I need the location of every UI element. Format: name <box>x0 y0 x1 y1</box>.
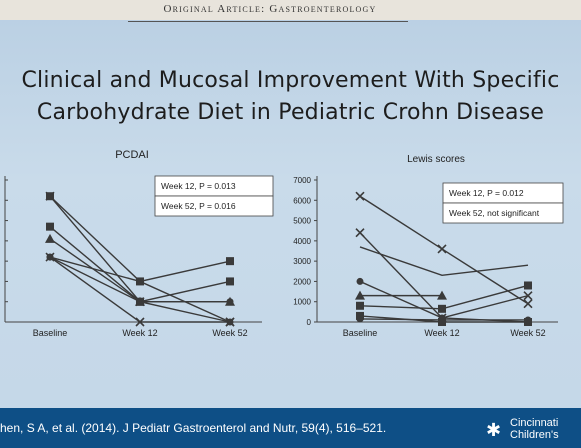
chart-lewis-series-2-point <box>355 228 365 238</box>
chart-lewis-legend-entry: Week 12, P = 0.012 <box>449 188 524 198</box>
chart-lewis-legend-box <box>442 202 564 224</box>
chart-pcdai-title: PCDAI <box>115 149 149 161</box>
chart-lewis-title: Lewis scores <box>407 154 465 165</box>
chart-pcdai-series-4-point <box>136 277 144 285</box>
chart-lewis-series-8-point <box>524 316 532 324</box>
chart-lewis-ytick-label: 3000 <box>293 257 311 266</box>
chart-lewis-series-8-point <box>438 316 446 324</box>
chart-lewis-ytick-label: 7000 <box>293 176 311 185</box>
chart-pcdai-series-1-point <box>226 257 234 266</box>
chart-lewis-series-5-point <box>437 290 447 300</box>
chart-lewis-xtick-label: Week 12 <box>424 328 459 338</box>
chart-pcdai-series-7-point <box>135 297 145 307</box>
chart-lewis-series-1-point <box>437 244 447 254</box>
chart-pcdai-legend-entry: Week 52, P = 0.016 <box>161 201 236 211</box>
chart-lewis-series-6-point <box>438 304 446 313</box>
chart-lewis-ytick-label: 2000 <box>293 277 311 286</box>
chart-lewis-series-4-point <box>356 277 364 285</box>
logo-line1: Cincinnati <box>510 417 559 429</box>
chart-lewis-xtick-label: Baseline <box>343 328 378 338</box>
charts-area: PCDAI Baseline Week 12 Week 52 Week 12, P = … <box>4 149 564 338</box>
chart-pcdai-series-2-point <box>226 277 234 286</box>
chart-pcdai-series-7-point <box>225 317 235 327</box>
chart-pcdai-xtick-label: Week 12 <box>122 328 157 338</box>
chart-lewis-series-1-point <box>523 299 533 309</box>
chart-lewis-legend-entry: Week 52, not significant <box>449 208 540 218</box>
header-rule <box>128 21 408 22</box>
chart-pcdai-series-7-point <box>45 191 55 201</box>
chart-lewis-series-8-point <box>356 315 364 323</box>
chart-lewis-ytick-label: 4000 <box>293 237 311 246</box>
chart-pcdai-legend-entry: Week 12, P = 0.013 <box>161 181 236 191</box>
journal-header: Original Article: Gastroenterology <box>163 3 377 15</box>
journal-header-bar <box>0 0 581 20</box>
runner-icon: ✱ <box>486 420 502 440</box>
chart-lewis-series-2-point <box>523 291 533 301</box>
cincinnati-childrens-logo: ✱ Cincinnati Children's <box>484 413 581 447</box>
slide-title-line1: Clinical and Mucosal Improvement With Sp… <box>21 68 560 93</box>
chart-lewis-series-6-point <box>356 301 364 310</box>
chart-lewis-series-3-line <box>359 246 529 277</box>
chart-lewis-ytick-label: 1000 <box>293 298 311 307</box>
chart-pcdai-legend-box <box>154 195 274 217</box>
chart-lewis-series-6-point <box>524 281 532 290</box>
chart-pcdai-series-5-point <box>226 298 234 306</box>
chart-pcdai-xtick-label: Baseline <box>33 328 68 338</box>
citation: hen, S A, et al. (2014). J Pediatr Gastr… <box>0 421 387 435</box>
chart-lewis-ytick-label: 5000 <box>293 217 311 226</box>
chart-lewis-ytick-label: 0 <box>307 318 312 327</box>
slide-title-line2: Carbohydrate Diet in Pediatric Crohn Dis… <box>36 100 545 125</box>
chart-pcdai-series-6-point <box>135 317 145 327</box>
footer-bar <box>0 408 581 448</box>
chart-lewis-series-5-point <box>355 290 365 300</box>
chart-lewis-ytick-label: 6000 <box>293 196 311 205</box>
logo-line2: Children's <box>510 429 559 441</box>
chart-pcdai-series-6-point <box>45 252 55 262</box>
chart-pcdai-series-3-point <box>45 233 55 243</box>
chart-pcdai-series-2-point <box>46 222 54 231</box>
chart-lewis-series-1-point <box>355 191 365 201</box>
chart-pcdai-xtick-label: Week 52 <box>212 328 247 338</box>
chart-lewis-xtick-label: Week 52 <box>510 328 545 338</box>
